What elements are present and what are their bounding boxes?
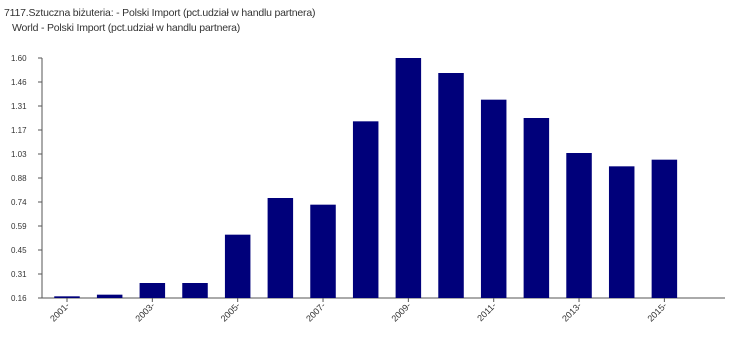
bar-2007 bbox=[310, 204, 336, 298]
y-tick-label: 0.16 bbox=[11, 294, 27, 303]
bar-2008 bbox=[352, 121, 379, 298]
bar-2011 bbox=[480, 99, 507, 298]
bar-2015 bbox=[651, 159, 678, 298]
x-tick-label: 2011- bbox=[475, 300, 498, 323]
y-tick-label: 1.03 bbox=[11, 150, 27, 159]
chart-title: 7117.Sztuczna biżuteria: - Polski Import… bbox=[4, 7, 316, 19]
chart-header: 7117.Sztuczna biżuteria: - Polski Import… bbox=[4, 6, 724, 36]
y-axis: 1.60 1.46 1.31 1.17 1.03 0.88 0.74 0.59 0.45 0.31… bbox=[11, 54, 43, 303]
bars bbox=[54, 58, 678, 298]
bar-2005 bbox=[224, 234, 251, 298]
y-tick-label: 0.74 bbox=[11, 198, 27, 207]
x-tick-label: 2009- bbox=[389, 300, 412, 323]
bar-2003 bbox=[139, 283, 166, 298]
y-tick-label: 1.31 bbox=[11, 102, 27, 111]
y-tick-label: 1.60 bbox=[11, 54, 27, 63]
bar-2001 bbox=[54, 296, 80, 298]
x-tick-label: 2001- bbox=[48, 300, 71, 323]
x-tick-label: 2005- bbox=[219, 300, 242, 323]
bar-2002 bbox=[96, 294, 123, 298]
y-tick-label: 1.17 bbox=[11, 126, 27, 135]
x-tick-label: 2013- bbox=[560, 300, 583, 323]
x-tick-label: 2015- bbox=[645, 300, 668, 323]
x-tick-label: 2003- bbox=[133, 300, 156, 323]
y-tick-label: 0.31 bbox=[11, 270, 27, 279]
y-tick-label: 0.45 bbox=[11, 246, 27, 255]
bar-2012 bbox=[523, 118, 550, 298]
bar-2006 bbox=[267, 198, 294, 298]
y-tick-label: 1.46 bbox=[11, 78, 27, 87]
y-tick-label: 0.88 bbox=[11, 174, 27, 183]
bar-2009 bbox=[395, 58, 422, 298]
chart-subtitle: World - Polski Import (pct.udział w hand… bbox=[12, 22, 241, 34]
y-tick-label: 0.59 bbox=[11, 222, 27, 231]
bar-2010 bbox=[438, 73, 464, 298]
bar-2014 bbox=[608, 166, 635, 298]
bar-2013 bbox=[566, 153, 592, 298]
bar-2004 bbox=[182, 283, 208, 298]
x-tick-label: 2007- bbox=[304, 300, 327, 323]
x-axis: 2001- 2003- 2005- 2007- 2009- 2011- 2013- 2015- bbox=[42, 297, 725, 324]
